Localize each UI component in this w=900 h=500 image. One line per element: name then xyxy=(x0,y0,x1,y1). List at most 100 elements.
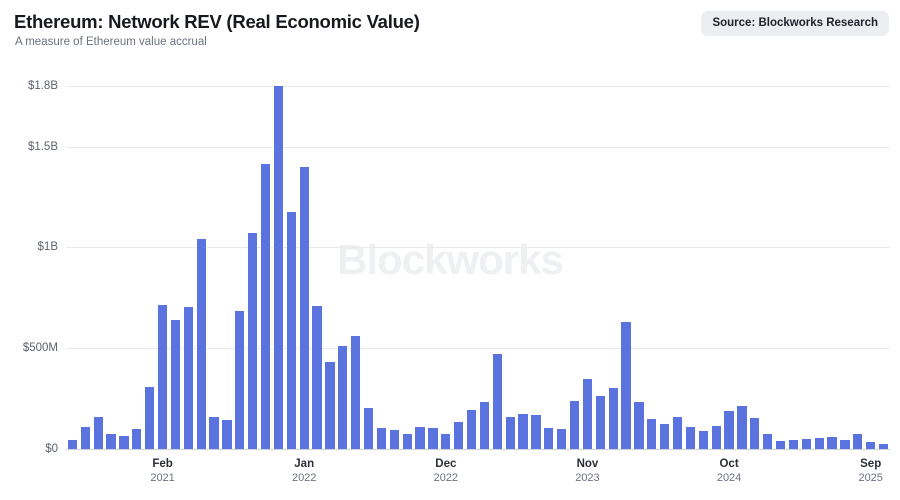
x-axis-tick-month: Nov xyxy=(576,458,599,470)
bar[interactable] xyxy=(132,428,142,449)
x-axis-tick-label: Nov 2023 xyxy=(575,457,599,485)
x-axis-tick-year: 2024 xyxy=(716,472,742,484)
x-axis-tick-month: Oct xyxy=(719,458,739,470)
x-axis-tick-year: 2021 xyxy=(150,472,175,484)
bar[interactable] xyxy=(634,401,644,449)
bar[interactable] xyxy=(93,416,103,449)
bar[interactable] xyxy=(145,386,155,449)
y-axis-tick-label: $1.8B xyxy=(27,80,58,93)
x-axis-tick-year: 2022 xyxy=(433,472,459,484)
source-badge: Source: Blockworks Research xyxy=(701,11,889,36)
bar[interactable] xyxy=(763,433,773,449)
chart-subtitle: A measure of Ethereum value accrual xyxy=(15,36,207,48)
y-axis-tick-label: $1.5B xyxy=(27,140,58,153)
bar[interactable] xyxy=(685,426,696,449)
bar[interactable] xyxy=(621,321,631,449)
bar[interactable] xyxy=(698,430,708,449)
bar[interactable] xyxy=(273,86,284,449)
axis-baseline xyxy=(66,449,890,450)
x-axis-tick-year: 2023 xyxy=(575,472,600,484)
bar[interactable] xyxy=(260,163,271,449)
bar[interactable] xyxy=(325,362,335,449)
gridline xyxy=(66,86,890,88)
bar[interactable] xyxy=(505,416,515,449)
bar[interactable] xyxy=(647,418,657,449)
bar[interactable] xyxy=(363,407,374,449)
x-axis-tick-month: Dec xyxy=(435,458,457,470)
bar[interactable] xyxy=(415,426,425,449)
y-axis-tick-label: $500M xyxy=(22,342,58,355)
bar[interactable] xyxy=(814,437,824,449)
gridline xyxy=(66,146,890,148)
x-axis-tick-year: 2025 xyxy=(858,472,883,484)
bar[interactable] xyxy=(775,440,786,449)
bar[interactable] xyxy=(492,354,502,449)
bar[interactable] xyxy=(827,436,837,449)
x-axis-tick-label: Oct 2024 xyxy=(717,457,741,485)
bar[interactable] xyxy=(582,379,593,449)
bar[interactable] xyxy=(672,416,683,449)
bar[interactable] xyxy=(479,401,490,449)
bar[interactable] xyxy=(866,441,876,449)
bar[interactable] xyxy=(235,310,245,449)
bar[interactable] xyxy=(840,439,850,449)
x-axis-tick-year: 2022 xyxy=(291,472,317,484)
watermark: Blockworks xyxy=(337,236,564,283)
bar[interactable] xyxy=(466,409,477,449)
bar[interactable] xyxy=(351,336,361,449)
bar[interactable] xyxy=(724,410,734,449)
y-axis-tick-label: $1B xyxy=(37,241,58,254)
x-axis-tick-month: Jan xyxy=(294,458,315,470)
bar[interactable] xyxy=(299,166,309,449)
bar[interactable] xyxy=(853,433,863,449)
bar[interactable] xyxy=(376,427,387,449)
x-axis-tick-label: Jan 2022 xyxy=(292,457,316,485)
bar[interactable] xyxy=(660,423,670,449)
bar[interactable] xyxy=(801,438,811,449)
bar[interactable] xyxy=(518,413,528,449)
bar[interactable] xyxy=(286,212,296,449)
bar[interactable] xyxy=(788,439,799,449)
x-axis-tick-label: Feb 2021 xyxy=(150,457,174,485)
y-axis-tick-label: $0 xyxy=(45,443,58,455)
bar[interactable] xyxy=(608,387,618,449)
gridline xyxy=(66,247,890,249)
bar[interactable] xyxy=(157,304,168,449)
bar[interactable] xyxy=(531,414,541,449)
bar[interactable] xyxy=(119,435,129,449)
bar[interactable] xyxy=(737,405,747,449)
bar[interactable] xyxy=(67,439,78,449)
bar[interactable] xyxy=(312,305,322,449)
bar[interactable] xyxy=(441,433,451,449)
bar[interactable] xyxy=(878,443,889,449)
bar[interactable] xyxy=(711,425,721,449)
x-axis-tick-month: Sep xyxy=(860,458,882,470)
bar[interactable] xyxy=(106,433,116,449)
bar[interactable] xyxy=(544,427,554,449)
x-axis-tick-label: Sep 2025 xyxy=(858,457,882,485)
bar[interactable] xyxy=(402,433,412,449)
bar[interactable] xyxy=(209,416,219,449)
bar[interactable] xyxy=(750,417,760,449)
bar[interactable] xyxy=(569,400,580,449)
bar[interactable] xyxy=(222,419,232,449)
bar[interactable] xyxy=(389,429,399,449)
x-axis-tick-label: Dec 2022 xyxy=(434,457,458,485)
x-axis-tick-month: Feb xyxy=(152,458,173,470)
page-title: Ethereum: Network REV (Real Economic Val… xyxy=(14,11,420,32)
bar[interactable] xyxy=(338,346,348,449)
bar[interactable] xyxy=(183,306,193,449)
bar[interactable] xyxy=(454,421,464,449)
bar[interactable] xyxy=(428,427,438,449)
chart-header: Ethereum: Network REV (Real Economic Val… xyxy=(0,0,900,56)
bar[interactable] xyxy=(595,395,605,449)
bar[interactable] xyxy=(170,319,181,449)
bar[interactable] xyxy=(557,428,567,449)
gridline xyxy=(66,348,890,350)
bar[interactable] xyxy=(80,426,90,449)
bar[interactable] xyxy=(196,239,206,449)
bar[interactable] xyxy=(248,233,258,449)
